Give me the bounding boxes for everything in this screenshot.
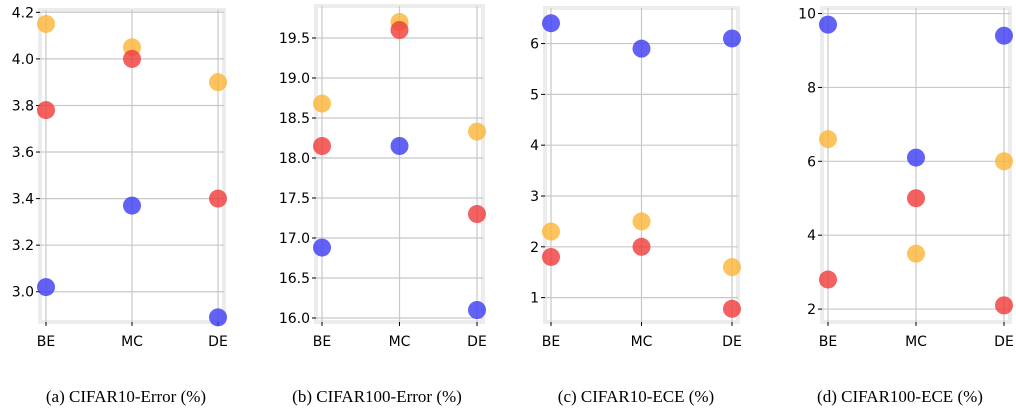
data-point-red <box>995 296 1013 315</box>
data-point-orange <box>723 258 741 277</box>
y-tick-label: 3.8 <box>12 98 34 114</box>
y-tick-label: 8 <box>807 80 816 96</box>
data-point-red <box>313 137 331 155</box>
x-tick-label: BE <box>819 334 837 350</box>
y-tick-label: 4.2 <box>12 5 34 21</box>
y-tick-label: 2 <box>530 240 539 256</box>
chart-panel-1: 3.0 3.2 3.4 3.6 3.8 4.0 4.2 BE MC DE (a) CIFAR10-E… <box>12 5 228 406</box>
y-tick-label: 19.5 <box>279 31 310 47</box>
y-tick-label: 16.5 <box>279 271 310 287</box>
x-tick-label: MC <box>121 334 143 350</box>
y-tick-label: 4.0 <box>12 52 34 68</box>
data-point-blue <box>313 238 331 257</box>
data-point-blue <box>37 278 55 297</box>
y-tick-label: 2 <box>807 302 816 318</box>
data-point-blue <box>468 301 486 319</box>
data-point-red <box>390 21 409 39</box>
data-point-blue <box>123 196 141 215</box>
x-tick-label: DE <box>994 334 1014 350</box>
panel-caption: (d) CIFAR100-ECE (%) <box>817 387 983 406</box>
data-point-orange <box>37 14 55 33</box>
panel-caption: (c) CIFAR10-ECE (%) <box>558 387 714 406</box>
y-tick-label: 4 <box>530 138 539 154</box>
panel-caption: (a) CIFAR10-Error (%) <box>46 387 206 406</box>
data-point-blue <box>542 14 560 33</box>
data-point-blue <box>819 15 837 34</box>
y-tick-label: 17.5 <box>279 191 310 207</box>
y-tick-label: 19.0 <box>279 71 310 87</box>
x-tick-label: BE <box>542 334 560 350</box>
x-tick-label: MC <box>631 334 653 350</box>
data-point-red <box>37 101 55 120</box>
y-tick-label: 4 <box>807 228 816 244</box>
data-point-orange <box>819 130 837 149</box>
y-tick-label: 18.0 <box>279 151 310 167</box>
y-tick-label: 3 <box>530 189 539 205</box>
data-point-blue <box>209 308 227 327</box>
chart-panel-4: 2 4 6 8 10 BE MC DE (d) CIFAR100-ECE (%) <box>798 6 1014 406</box>
data-point-blue <box>907 148 925 167</box>
data-point-orange <box>632 212 651 231</box>
x-tick-label: BE <box>313 334 331 350</box>
data-point-red <box>468 205 486 223</box>
data-point-red <box>123 49 141 68</box>
y-tick-label: 10 <box>798 7 816 23</box>
y-tick-label: 18.5 <box>279 111 310 127</box>
data-point-blue <box>632 39 651 58</box>
y-tick-label: 3.4 <box>12 192 34 208</box>
x-tick-label: DE <box>208 334 228 350</box>
data-point-red <box>819 270 837 289</box>
data-point-red <box>209 189 227 208</box>
data-point-orange <box>468 122 486 141</box>
data-point-orange <box>542 222 560 241</box>
data-point-blue <box>390 137 409 155</box>
y-tick-label: 6 <box>530 37 539 53</box>
data-point-red <box>723 299 741 318</box>
data-point-orange <box>209 73 227 92</box>
chart-panel-2: 16.0 16.5 17.0 17.5 18.0 18.5 19.0 19.5 BE MC DE (b… <box>279 4 487 406</box>
y-tick-label: 3.2 <box>12 238 34 254</box>
y-tick-label: 6 <box>807 154 816 170</box>
x-tick-label: MC <box>389 334 411 350</box>
x-tick-label: BE <box>37 334 55 350</box>
data-point-red <box>542 247 560 266</box>
y-tick-label: 1 <box>530 291 539 307</box>
x-tick-label: MC <box>905 334 927 350</box>
data-point-orange <box>995 152 1013 171</box>
y-tick-label: 3.0 <box>12 285 34 301</box>
x-tick-label: DE <box>467 334 487 350</box>
data-point-orange <box>313 94 331 113</box>
data-point-orange <box>907 244 925 263</box>
data-point-red <box>632 237 651 256</box>
data-point-red <box>907 189 925 208</box>
y-tick-label: 3.6 <box>12 145 34 161</box>
y-tick-label: 5 <box>530 87 539 103</box>
data-point-blue <box>995 26 1013 45</box>
panel-caption: (b) CIFAR100-Error (%) <box>292 387 462 406</box>
data-point-blue <box>723 29 741 48</box>
y-tick-label: 16.0 <box>279 311 310 327</box>
chart-panel-3: 1 2 3 4 5 6 BE MC DE (c) CIFAR10-ECE (%) <box>530 6 742 406</box>
x-tick-label: DE <box>722 334 742 350</box>
y-tick-label: 17.0 <box>279 231 310 247</box>
